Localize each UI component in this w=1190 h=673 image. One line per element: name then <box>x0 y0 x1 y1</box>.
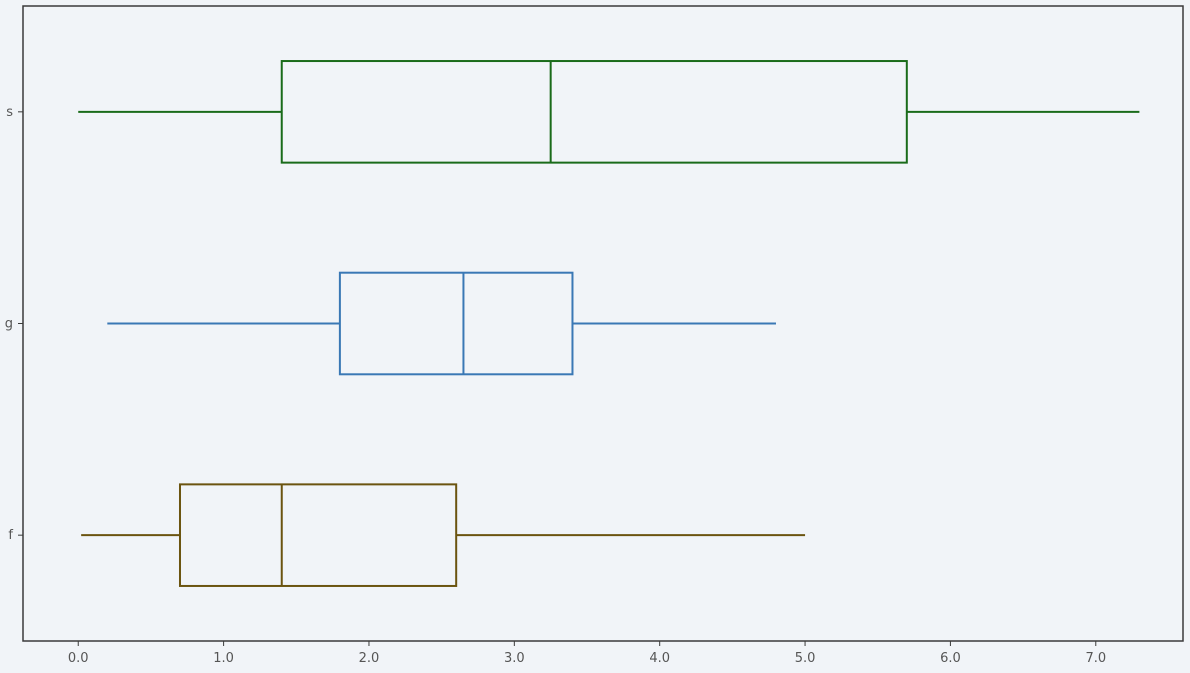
box-series-s <box>78 60 1140 164</box>
box-series-group <box>78 60 1140 587</box>
x-tick-label: 3.0 <box>504 651 525 666</box>
x-tick-label: 5.0 <box>795 651 816 666</box>
x-tick-label: 6.0 <box>940 651 961 666</box>
box-series-g <box>107 271 776 376</box>
x-axis: 0.0 1.0 2.0 3.0 4.0 5.0 6.0 7.0 <box>68 641 1106 666</box>
box-iqr <box>280 60 908 164</box>
y-axis: s g f <box>5 105 23 543</box>
x-tick-label: 4.0 <box>649 651 670 666</box>
box-iqr <box>338 271 574 376</box>
y-tick-label: f <box>8 528 13 543</box>
y-tick-label: g <box>5 317 13 332</box>
x-tick-label: 7.0 <box>1085 651 1106 666</box>
x-tick-label: 2.0 <box>359 651 380 666</box>
x-tick-label: 0.0 <box>68 651 89 666</box>
y-tick-label: s <box>6 105 13 120</box>
box-series-f <box>81 483 806 587</box>
x-tick-label: 1.0 <box>213 651 234 666</box>
box-iqr <box>178 483 458 587</box>
